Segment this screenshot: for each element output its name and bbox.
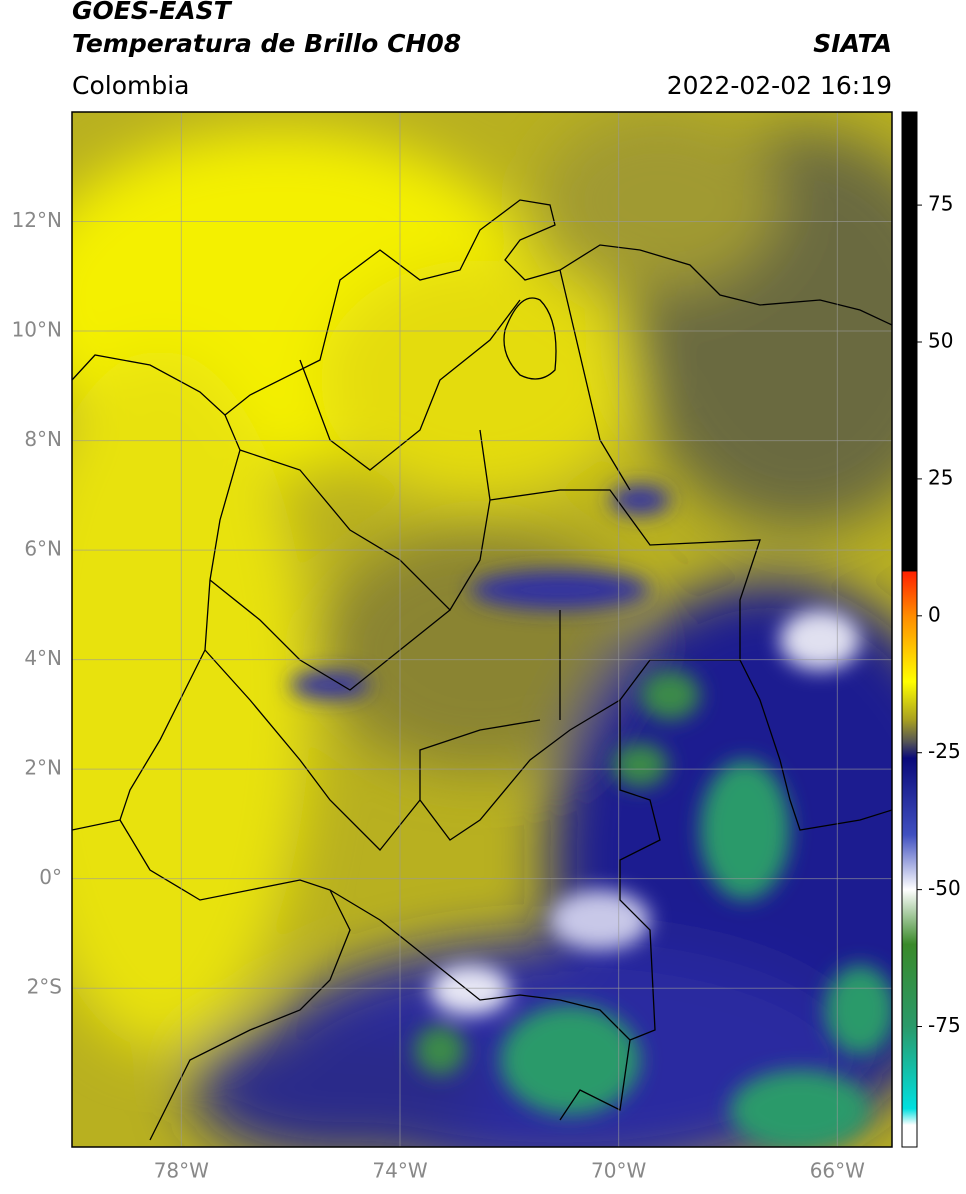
y-tick-label: 6°N	[24, 537, 62, 561]
colorbar-tick-label: -25	[928, 739, 961, 763]
x-tick-label: 78°W	[154, 1159, 209, 1183]
graticule	[72, 112, 892, 1147]
datetime: 2022-02-02 16:19	[667, 71, 892, 100]
y-tick-label: 2°N	[24, 756, 62, 780]
y-tick-label: 12°N	[12, 208, 62, 232]
x-tick-label: 70°W	[591, 1159, 646, 1183]
colorbar	[901, 111, 918, 1148]
y-tick-label: 10°N	[12, 318, 62, 342]
y-tick-label: 0°	[39, 865, 62, 889]
colorbar-tick-label: 75	[928, 192, 953, 216]
agency: SIATA	[813, 29, 892, 58]
y-tick-label: 8°N	[24, 427, 62, 451]
map-frame	[71, 111, 893, 1148]
y-tick-label: 4°N	[24, 646, 62, 670]
colorbar-tick-label: -50	[928, 876, 961, 900]
x-tick-label: 74°W	[372, 1159, 427, 1183]
colorbar-tick-label: 25	[928, 465, 953, 489]
product-title: Temperatura de Brillo CH08	[72, 29, 461, 58]
satellite-imagery	[72, 112, 892, 1147]
colorbar-tick-label: 50	[928, 329, 953, 353]
colorbar-tick-label: 0	[928, 602, 941, 626]
y-tick-label: 2°S	[27, 975, 62, 999]
x-tick-label: 66°W	[810, 1159, 865, 1183]
region: Colombia	[72, 71, 189, 100]
satellite-title: GOES-EAST	[72, 0, 233, 25]
colorbar-tick-label: -75	[928, 1013, 961, 1037]
